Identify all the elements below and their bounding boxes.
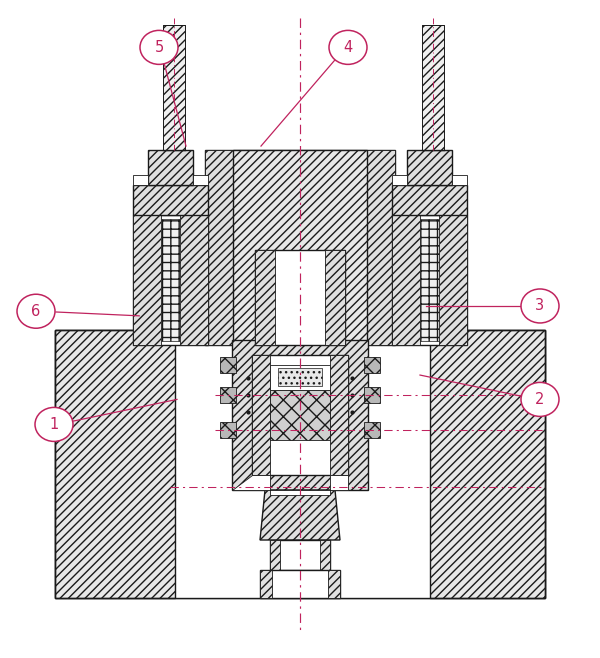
- Polygon shape: [193, 175, 208, 185]
- Polygon shape: [392, 185, 467, 215]
- Ellipse shape: [140, 30, 178, 64]
- Polygon shape: [232, 340, 368, 490]
- Polygon shape: [367, 150, 395, 345]
- Bar: [220, 422, 236, 438]
- Ellipse shape: [521, 382, 559, 417]
- Polygon shape: [133, 175, 148, 185]
- Bar: [260, 570, 340, 598]
- Polygon shape: [133, 215, 161, 345]
- Polygon shape: [407, 150, 452, 185]
- Bar: [220, 357, 236, 373]
- Bar: [270, 540, 280, 570]
- Polygon shape: [133, 185, 208, 215]
- Text: 4: 4: [343, 40, 353, 55]
- Polygon shape: [260, 490, 340, 540]
- Bar: [163, 25, 185, 150]
- Bar: [270, 540, 330, 570]
- Bar: [364, 422, 380, 438]
- Polygon shape: [439, 215, 467, 345]
- Bar: [364, 387, 380, 403]
- Text: 5: 5: [154, 40, 164, 55]
- Polygon shape: [205, 150, 395, 345]
- Text: 6: 6: [31, 304, 41, 318]
- Ellipse shape: [35, 407, 73, 442]
- Ellipse shape: [17, 294, 55, 328]
- Bar: [260, 570, 272, 598]
- Bar: [278, 368, 322, 386]
- Polygon shape: [420, 219, 439, 341]
- Polygon shape: [233, 150, 367, 345]
- Polygon shape: [205, 150, 233, 345]
- Text: 1: 1: [49, 417, 59, 432]
- Polygon shape: [161, 219, 180, 341]
- Bar: [220, 387, 236, 403]
- Bar: [270, 390, 330, 440]
- Bar: [270, 365, 330, 390]
- Ellipse shape: [329, 30, 367, 64]
- Bar: [320, 540, 330, 570]
- Bar: [328, 570, 340, 598]
- Polygon shape: [148, 150, 193, 185]
- Polygon shape: [392, 215, 420, 345]
- Polygon shape: [325, 250, 345, 345]
- Polygon shape: [252, 355, 270, 475]
- Polygon shape: [392, 175, 407, 185]
- Ellipse shape: [521, 289, 559, 323]
- Polygon shape: [255, 250, 275, 345]
- Polygon shape: [232, 475, 348, 495]
- Polygon shape: [133, 215, 208, 345]
- Bar: [255, 250, 345, 345]
- Bar: [252, 355, 348, 475]
- Polygon shape: [392, 215, 467, 345]
- Polygon shape: [330, 355, 348, 475]
- Polygon shape: [55, 330, 175, 598]
- Text: 3: 3: [535, 299, 545, 313]
- Bar: [364, 357, 380, 373]
- Bar: [252, 355, 348, 475]
- Polygon shape: [255, 250, 345, 345]
- Polygon shape: [430, 330, 545, 598]
- Text: 2: 2: [535, 392, 545, 407]
- Polygon shape: [55, 330, 545, 598]
- Bar: [175, 330, 430, 598]
- Bar: [422, 25, 444, 150]
- Polygon shape: [180, 215, 208, 345]
- Polygon shape: [452, 175, 467, 185]
